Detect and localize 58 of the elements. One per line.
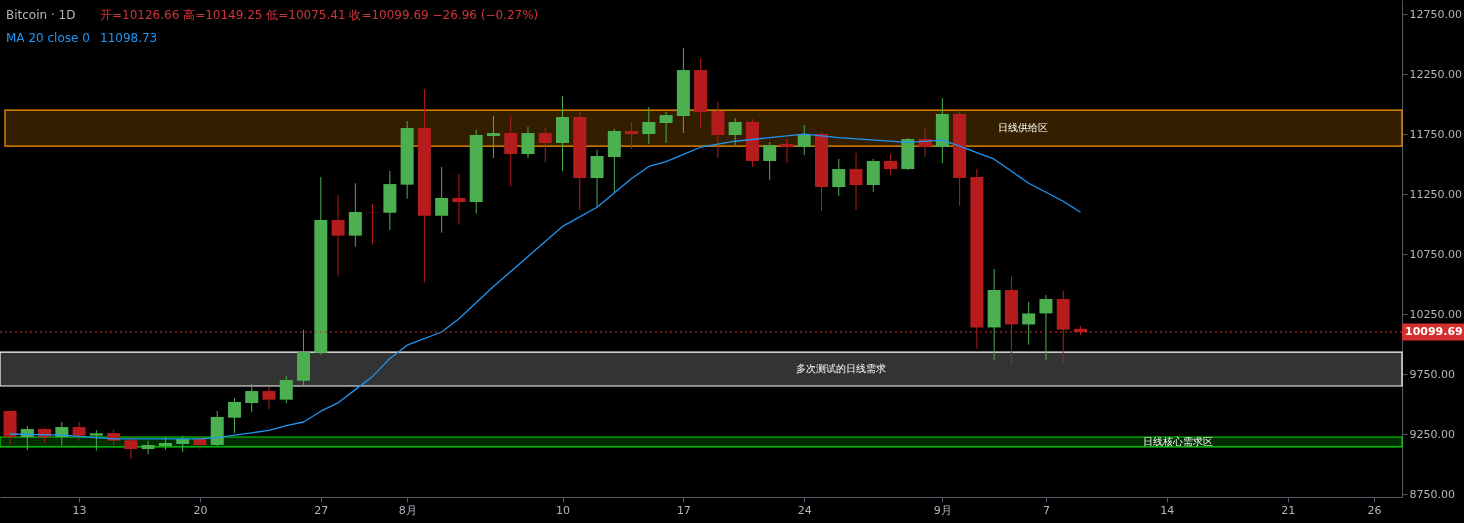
candlestick [348,182,362,248]
candlestick [452,173,466,226]
candlestick [504,114,518,187]
candlestick [849,152,863,211]
candlestick [728,117,742,146]
x-tick-label: 27 [314,503,329,517]
candlestick [89,429,103,452]
x-tick-label: 7 [1042,503,1050,517]
ref-line-label: 10099.69 [1405,325,1463,339]
y-tick-label: 9250.00 [1409,427,1455,441]
candlestick [124,435,138,460]
x-tick-label: 17 [676,503,691,517]
x-tick-label: 10 [556,503,571,517]
text: Bitcoin · 1D [6,8,76,22]
y-tick-label: 12750.00 [1409,7,1462,21]
candlestick [780,137,794,164]
x-tick-label: 14 [1160,503,1175,517]
candlestick [763,141,777,181]
candlestick [866,158,880,193]
candlestick [832,158,846,197]
text: MA 20 close 0 [6,31,90,45]
candlestick [227,397,241,434]
x-tick-label: 13 [72,503,87,517]
band-label: 多次测试的日线需求 [796,363,887,375]
x-tick-label: 20 [193,503,208,517]
y-tick-label: 11250.00 [1409,187,1462,201]
y-tick-label: 10750.00 [1409,247,1462,261]
candlestick [642,106,656,145]
candlestick [435,166,449,234]
band-label: 日线供给区 [998,122,1049,134]
candlestick [538,127,552,163]
candlestick [659,111,673,144]
candlestick [262,386,276,410]
x-tick-label: 8月 [398,503,417,517]
annotation: 开=10126.66 高=10149.25 低=10075.41 收=10099.69 −26.96 (−0.27%) [100,8,539,22]
x-tick-label: 9月 [933,503,952,517]
y-tick-label: 8750.00 [1409,487,1455,501]
candlestick [1022,301,1036,346]
candlestick [245,383,259,413]
x-tick-label: 21 [1281,503,1296,517]
annotation: 11098.73 [100,31,158,45]
candlestick [486,115,500,159]
y-tick-label: 12250.00 [1409,67,1462,81]
candlestick [331,194,345,278]
candlestick [1039,294,1053,361]
candlestick [590,149,604,208]
band-label: 日线核心需求区 [1142,435,1213,447]
candlestick [884,153,898,176]
candlestick [521,126,535,159]
y-tick-label: 11750.00 [1409,127,1462,141]
candlestick [797,124,811,156]
x-tick-label: 24 [797,503,812,517]
candlestick [72,421,86,442]
y-tick-label: 10250.00 [1409,307,1462,321]
x-tick-label: 26 [1367,503,1382,517]
candlestick [625,121,639,150]
candlestick [279,375,293,404]
y-tick-label: 9750.00 [1409,367,1455,381]
